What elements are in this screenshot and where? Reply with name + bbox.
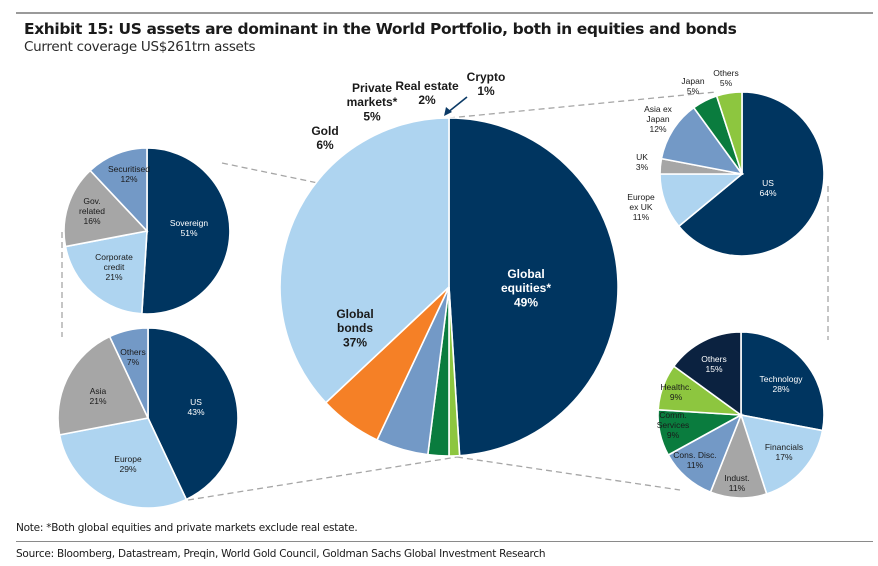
slice-us [677, 91, 825, 257]
connector-equities-bottom [456, 456, 681, 491]
world-portfolio-pie: Global equities* 49% Crypto 1% Real estate 2%P… [279, 70, 619, 457]
data-label-sovereign: Sovereign 51% [170, 218, 209, 238]
data-label-comm-services: Comm. Services 9% [657, 410, 690, 440]
top-rule [16, 12, 873, 14]
chart-subtitle: Current coverage US$261trn assets [24, 39, 256, 55]
data-label-real-estate: Real estate 2% [395, 79, 459, 107]
slice-europe [58, 417, 188, 509]
data-label-japan: Japan 5% [681, 76, 704, 96]
bonds-by-region-pie: US 43% Europe 29% Asia 21% Others 7% [57, 327, 239, 509]
data-label-others: Others 15% [701, 354, 727, 374]
slice-corporate-credit [64, 230, 148, 315]
slice-others [108, 327, 149, 419]
slice-financials [739, 413, 824, 495]
data-label-others: Others 7% [120, 347, 146, 367]
connector-lines [61, 91, 829, 501]
data-label-cons-disc: Cons. Disc. 11% [673, 450, 716, 470]
data-label-gold: Gold 6% [311, 124, 338, 152]
data-label-us: US 43% [187, 397, 204, 417]
data-label-private-markets: Private markets* 5% [347, 81, 398, 123]
equities-by-sector-pie: Technology 28% Financials 17% Indust. 11% Cons… [657, 331, 825, 499]
slice-asia-ex-japan [660, 106, 744, 176]
data-label-global-equities: Global equities* 49% [501, 267, 551, 309]
source-text: Source: Bloomberg, Datastream, Preqin, W… [16, 548, 546, 560]
data-label-crypto: Crypto 1% [467, 70, 506, 98]
data-label-global-bonds: Global bonds 37% [336, 307, 373, 349]
data-label-uk: UK 3% [636, 152, 649, 172]
slice-securitised [89, 147, 148, 234]
data-label-asia: Asia 21% [89, 386, 106, 406]
slice-others [715, 91, 743, 175]
slice-global-equities [448, 117, 619, 457]
footnote: Note: *Both global equities and private … [16, 522, 358, 534]
bonds-by-type-pie: Sovereign 51% Corporate credit 21% Gov. relate… [63, 147, 231, 315]
slice-others [672, 331, 742, 417]
bottom-rule [16, 541, 873, 542]
data-label-financials: Financials 17% [765, 442, 803, 462]
data-label-europe: Europe 29% [114, 454, 142, 474]
data-label-asia-ex-japan: Asia ex Japan 12% [644, 104, 673, 134]
pie-charts: Global equities* 49% Crypto 1% Real estate 2%P… [57, 68, 825, 509]
connector-bonds-bottom [187, 456, 458, 501]
connector-equities-top [448, 91, 717, 119]
data-label-others: Others 5% [713, 68, 739, 88]
data-label-healthc: Healthc. 9% [660, 382, 691, 402]
slice-technology [740, 331, 825, 432]
chart-title: Exhibit 15: US assets are dominant in th… [24, 20, 737, 38]
slice-asia [57, 335, 150, 436]
data-label-securitised: Securitised 12% [108, 164, 150, 184]
data-label-corporate-credit: Corporate credit 21% [95, 252, 133, 282]
crypto-arrow-line [446, 96, 468, 114]
crypto-arrow-head-icon [444, 107, 452, 116]
data-label-technology: Technology 28% [759, 374, 803, 394]
slice-sovereign [140, 147, 231, 315]
data-label-europe-ex-uk: Europe ex UK 11% [627, 192, 655, 222]
slice-us [147, 327, 239, 501]
data-label-indust: Indust. 11% [724, 473, 750, 493]
equities-by-region-pie: US 64% Europe ex UK 11% UK 3% Asia ex Japan 12% Ja… [627, 68, 825, 257]
slice-gov-related [63, 169, 149, 248]
data-label-gov-related: Gov. related 16% [79, 196, 105, 226]
connector-bonds-top [221, 162, 319, 184]
slice-global-bonds [279, 117, 450, 404]
data-label-us: US 64% [759, 178, 776, 198]
